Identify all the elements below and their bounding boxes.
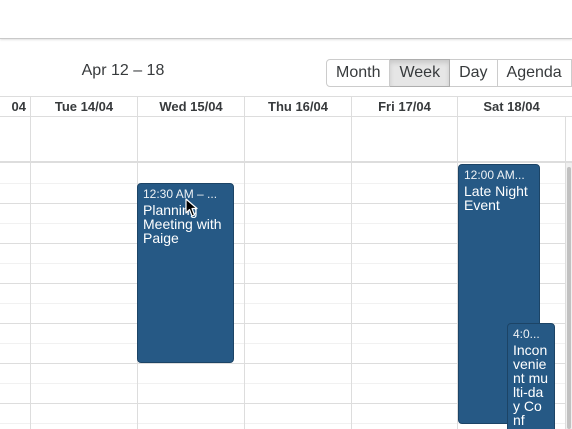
view-day-button[interactable]: Day	[450, 59, 498, 87]
day-column-divider	[565, 163, 566, 429]
event-title: Planning Meeting with Paige	[143, 202, 222, 246]
view-switcher: Month Week Day Agenda	[326, 59, 572, 87]
hour-line	[0, 283, 566, 284]
view-week-button[interactable]: Week	[390, 59, 451, 87]
hour-line	[0, 363, 566, 364]
event-title: Late Night Event	[464, 183, 528, 213]
event-multi-day-conf[interactable]: 4:0... Inconvenient multi-day Conf	[507, 323, 555, 429]
slot-line	[0, 303, 566, 304]
day-column-divider	[30, 163, 31, 429]
slot-line	[0, 343, 566, 344]
hour-line	[0, 323, 566, 324]
hour-line	[0, 203, 566, 204]
time-grid[interactable]: 12:30 AM – ... Planning Meeting with Pai…	[0, 163, 566, 429]
all-day-cell[interactable]	[244, 117, 352, 161]
slot-line	[0, 423, 566, 424]
day-header-mon[interactable]: 04	[11, 99, 26, 114]
day-header-fri[interactable]: Fri 17/04	[351, 97, 457, 117]
vertical-scrollbar[interactable]	[566, 163, 572, 429]
all-day-cell[interactable]	[137, 117, 245, 161]
day-header-sat[interactable]: Sat 18/04	[457, 97, 565, 117]
slot-line	[0, 263, 566, 264]
event-time: 12:00 AM...	[464, 168, 525, 182]
day-header-thu[interactable]: Thu 16/04	[244, 97, 351, 117]
mouse-pointer-icon	[185, 198, 198, 217]
top-bar	[0, 0, 572, 39]
hour-line	[0, 243, 566, 244]
event-time: 4:0...	[513, 327, 540, 341]
day-column-divider	[351, 163, 352, 429]
day-header-row: 04 Tue 14/04 Wed 15/04 Thu 16/04 Fri 17/…	[0, 96, 572, 117]
slot-line	[0, 183, 566, 184]
event-title: Inconvenient multi-day Conf	[513, 342, 549, 428]
scrollbar-thumb[interactable]	[567, 167, 571, 429]
slot-line	[0, 383, 566, 384]
all-day-cell[interactable]	[30, 117, 138, 161]
view-agenda-button[interactable]: Agenda	[497, 59, 572, 87]
date-range-label: Apr 12 – 18	[81, 62, 165, 79]
all-day-row	[0, 117, 572, 163]
day-column-divider	[457, 163, 458, 429]
day-header-tue[interactable]: Tue 14/04	[30, 97, 137, 117]
day-header-wed[interactable]: Wed 15/04	[137, 97, 244, 117]
all-day-cell	[565, 117, 572, 161]
slot-line	[0, 223, 566, 224]
day-column-divider	[244, 163, 245, 429]
all-day-cell[interactable]	[457, 117, 566, 161]
view-month-button[interactable]: Month	[326, 59, 391, 87]
all-day-cell[interactable]	[351, 117, 458, 161]
hour-line	[0, 403, 566, 404]
